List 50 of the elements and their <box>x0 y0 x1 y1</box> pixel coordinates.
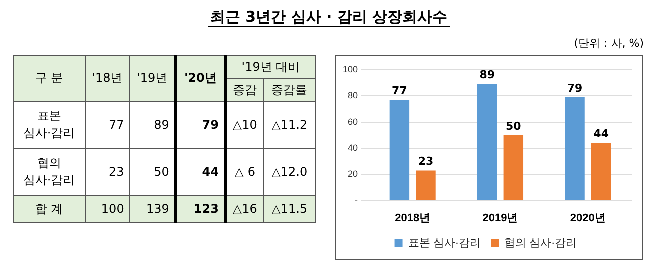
data-label: 89 <box>480 68 496 82</box>
x-tick-label: 2019년 <box>482 212 518 224</box>
text: 최근 3년간 심사 · 감리 상장회사수 <box>208 8 450 27</box>
legend-label: 협의 심사·감리 <box>504 238 578 250</box>
text: △10 <box>225 102 264 148</box>
data-label: 50 <box>506 120 522 133</box>
text: 구 분 <box>14 56 86 102</box>
bar <box>477 84 498 200</box>
y-tick-label: 60 <box>348 116 358 127</box>
text: 합 계 <box>14 196 86 222</box>
text: '19년 <box>130 56 176 102</box>
text: '18년 <box>85 56 130 102</box>
bar <box>504 135 524 200</box>
text: 89 <box>130 102 176 148</box>
y-tick-label: - <box>355 195 358 206</box>
text: 협의 심사·감리 <box>14 148 86 196</box>
y-tick-label: 100 <box>342 64 358 74</box>
data-label: 23 <box>418 155 434 168</box>
x-tick-label: 2020년 <box>570 212 606 224</box>
text: '19년 대비 <box>225 56 316 78</box>
text: 23 <box>85 148 130 196</box>
text: △11.5 <box>264 196 316 222</box>
y-tick-label: 80 <box>348 90 358 101</box>
data-label: 77 <box>392 84 408 98</box>
legend-label: 표본 심사·감리 <box>408 238 482 250</box>
text: △16 <box>225 196 264 222</box>
text: △12.0 <box>264 148 316 196</box>
text: 50 <box>130 148 176 196</box>
text: (단위 : 사, %) <box>574 36 644 51</box>
y-tick-label: 20 <box>348 169 358 180</box>
text: △ 6 <box>225 148 264 196</box>
text: 100 <box>85 196 130 222</box>
text: 79 <box>176 102 226 148</box>
bar <box>416 170 436 200</box>
data-label: 79 <box>567 82 583 95</box>
text: 77 <box>85 102 130 148</box>
text: 44 <box>176 148 226 196</box>
text: 증감률 <box>264 78 316 102</box>
text: 표본 심사·감리 <box>14 102 86 148</box>
text: 증감 <box>225 78 264 102</box>
text: 123 <box>176 196 226 222</box>
x-tick-label: 2018년 <box>395 212 431 224</box>
bar <box>390 100 410 200</box>
y-tick-label: 40 <box>348 142 358 153</box>
bar <box>591 143 612 200</box>
bar <box>565 97 585 200</box>
text: 139 <box>130 196 176 222</box>
text: '20년 <box>176 56 226 102</box>
data-label: 44 <box>594 128 610 141</box>
text: △11.2 <box>264 102 316 148</box>
